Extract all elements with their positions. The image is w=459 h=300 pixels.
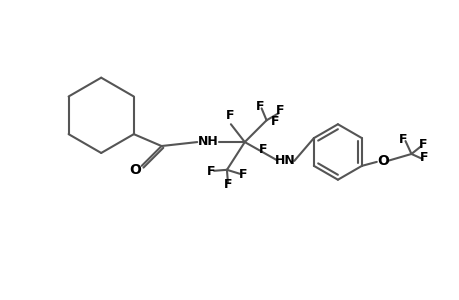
Text: F: F: [398, 133, 407, 146]
Text: NH: NH: [197, 135, 218, 148]
Text: F: F: [419, 152, 428, 164]
Text: HN: HN: [274, 154, 295, 167]
Text: F: F: [271, 115, 279, 128]
Text: F: F: [207, 165, 215, 178]
Text: F: F: [223, 178, 232, 191]
Text: F: F: [238, 168, 246, 181]
Text: F: F: [259, 142, 267, 155]
Text: O: O: [129, 163, 140, 177]
Text: F: F: [418, 138, 427, 151]
Text: F: F: [256, 100, 264, 113]
Text: F: F: [225, 109, 234, 122]
Text: O: O: [376, 154, 388, 168]
Text: F: F: [275, 104, 284, 117]
